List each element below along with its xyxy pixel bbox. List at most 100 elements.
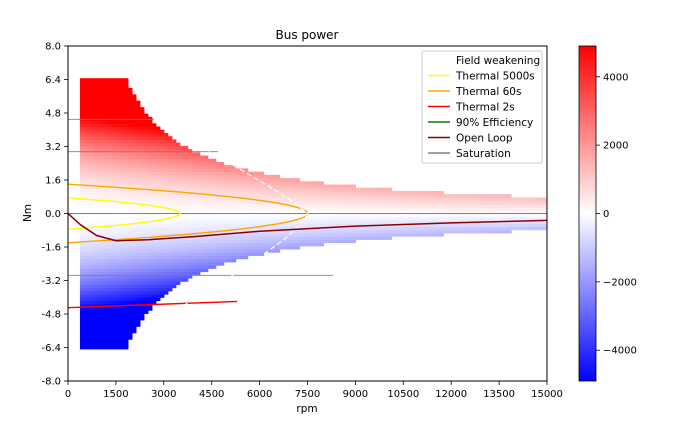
heatmap-cell (79, 165, 85, 169)
heatmap-cell (247, 200, 253, 205)
heatmap-cell (291, 223, 297, 227)
heatmap-cell (147, 239, 153, 244)
heatmap-cell (199, 184, 205, 189)
heatmap-cell (123, 329, 129, 334)
heatmap-cell (171, 242, 177, 247)
heatmap-cell (195, 268, 201, 273)
heatmap-cell (287, 223, 293, 227)
heatmap-cell (339, 219, 345, 224)
heatmap-cell (235, 242, 241, 247)
heatmap-cell (131, 216, 137, 221)
heatmap-cell (355, 187, 360, 192)
heatmap-cell (83, 216, 89, 221)
heatmap-cell (167, 252, 173, 256)
heatmap-cell (439, 190, 444, 195)
heatmap-cell (283, 210, 289, 215)
heatmap-cell (87, 94, 93, 99)
heatmap-cell (407, 229, 412, 234)
heatmap-cell (143, 174, 149, 179)
heatmap-cell (267, 248, 273, 253)
heatmap-cell (251, 200, 257, 205)
heatmap-cell (135, 103, 141, 108)
heatmap-cell (79, 255, 85, 260)
heatmap-cell (295, 229, 301, 234)
heatmap-cell (123, 310, 129, 314)
heatmap-cell (503, 216, 508, 221)
heatmap-cell (95, 300, 101, 305)
heatmap-cell (103, 181, 109, 186)
heatmap-cell (143, 171, 149, 176)
heatmap-cell (195, 271, 201, 276)
heatmap-cell (295, 226, 301, 231)
heatmap-cell (111, 174, 117, 179)
heatmap-cell (167, 284, 173, 289)
heatmap-cell (263, 194, 269, 198)
heatmap-cell (139, 290, 145, 295)
heatmap-cell (135, 107, 141, 112)
heatmap-cell (199, 181, 205, 186)
heatmap-cell (119, 335, 125, 340)
heatmap-cell (151, 261, 157, 266)
heatmap-cell (531, 207, 536, 211)
heatmap-cell (463, 229, 468, 234)
heatmap-cell (79, 326, 85, 331)
heatmap-cell (163, 245, 169, 250)
heatmap-cell (275, 219, 281, 224)
heatmap-cell (479, 210, 484, 215)
heatmap-cell (151, 171, 157, 176)
heatmap-cell (299, 200, 305, 205)
heatmap-cell (287, 178, 293, 182)
heatmap-cell (79, 200, 85, 205)
heatmap-cell (123, 158, 129, 163)
heatmap-cell (219, 178, 225, 182)
heatmap-cell (135, 223, 141, 227)
heatmap-cell (199, 197, 205, 202)
heatmap-cell (399, 194, 404, 198)
heatmap-cell (175, 197, 181, 202)
heatmap-cell (119, 149, 125, 153)
heatmap-cell (119, 265, 125, 269)
heatmap-cell (219, 223, 225, 227)
heatmap-cell (103, 294, 109, 298)
heatmap-cell (135, 174, 141, 179)
heatmap-cell (527, 219, 532, 224)
x-tick-label: 12000 (435, 389, 467, 400)
heatmap-cell (463, 213, 468, 218)
heatmap-cell (427, 232, 432, 237)
heatmap-cell (231, 174, 237, 179)
heatmap-cell (107, 178, 113, 182)
heatmap-cell (543, 200, 547, 205)
heatmap-cell (99, 207, 105, 211)
heatmap-cell (103, 113, 109, 118)
heatmap-cell (79, 94, 85, 99)
heatmap-cell (451, 200, 456, 205)
heatmap-cell (159, 136, 165, 141)
heatmap-cell (107, 174, 113, 179)
heatmap-cell (171, 265, 177, 269)
heatmap-cell (135, 152, 141, 157)
heatmap-cell (371, 200, 376, 205)
heatmap-cell (143, 200, 149, 205)
heatmap-cell (99, 132, 105, 137)
heatmap-cell (199, 245, 205, 250)
heatmap-cell (327, 207, 333, 211)
heatmap-cell (131, 178, 137, 182)
heatmap-cell (243, 255, 249, 260)
heatmap-cell (535, 197, 540, 202)
heatmap-cell (319, 239, 325, 244)
heatmap-cell (143, 197, 149, 202)
heatmap-cell (323, 197, 329, 202)
heatmap-cell (163, 229, 169, 234)
heatmap-cell (147, 210, 153, 215)
heatmap-cell (343, 207, 349, 211)
heatmap-cell (251, 236, 257, 240)
heatmap-cell (147, 120, 153, 124)
heatmap-cell (127, 168, 133, 173)
heatmap-cell (127, 123, 133, 128)
heatmap-cell (147, 232, 153, 237)
heatmap-cell (127, 132, 133, 137)
heatmap-cell (323, 190, 329, 195)
heatmap-cell (435, 229, 440, 234)
heatmap-cell (83, 310, 89, 314)
heatmap-cell (83, 342, 89, 347)
